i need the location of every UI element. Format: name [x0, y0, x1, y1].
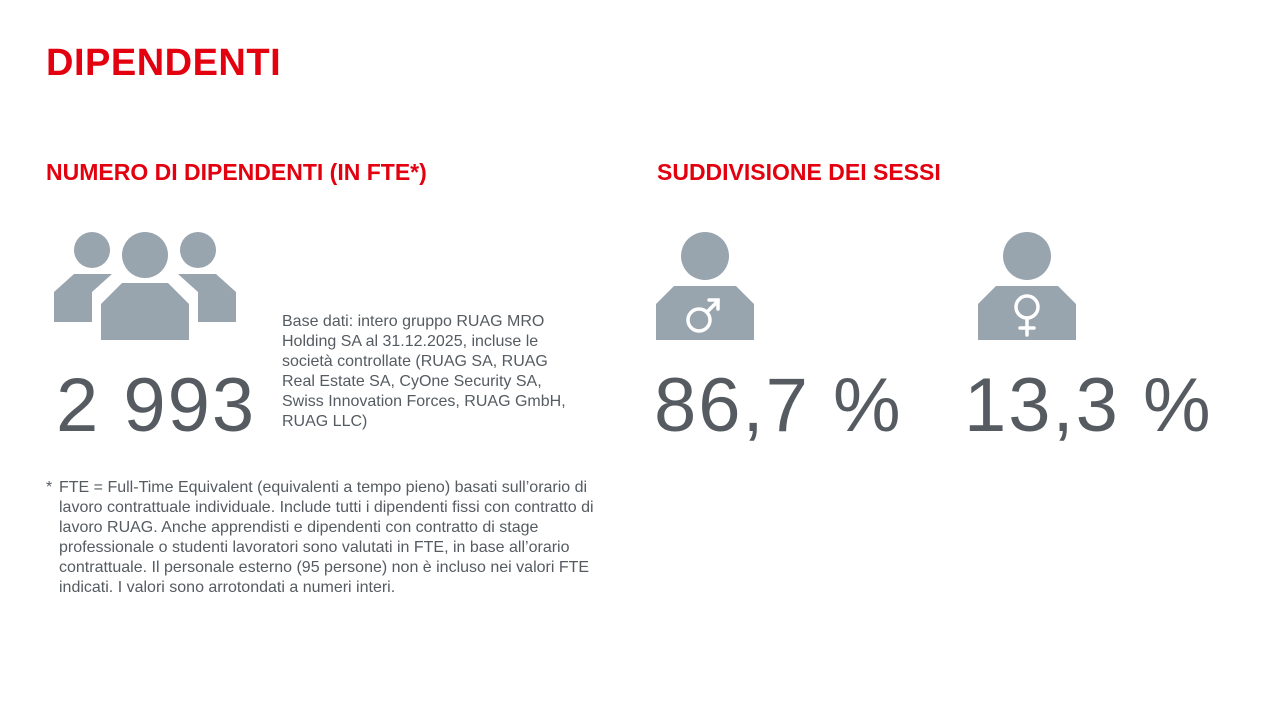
female-share-value: 13,3 %	[964, 363, 1213, 448]
employee-count-heading: NUMERO DI DIPENDENTI (IN FTE*)	[46, 159, 427, 185]
footnote-text: FTE = Full-Time Equivalent (equivalenti …	[59, 479, 594, 596]
footnote-marker: *	[46, 479, 53, 496]
male-share-value: 86,7 %	[654, 363, 903, 448]
female-person-icon	[978, 232, 1076, 340]
page-title: DIPENDENTI	[46, 42, 282, 84]
gender-split-heading: SUDDIVISIONE DEI SESSI	[657, 159, 941, 185]
data-basis-note: Base dati: intero gruppo RUAG MRO Holdin…	[282, 313, 566, 430]
fte-footnote: * FTE = Full-Time Equivalent (equivalent…	[46, 478, 626, 598]
people-group-icon	[54, 232, 236, 340]
employee-count-value: 2 993	[56, 363, 257, 448]
male-person-icon	[656, 232, 754, 340]
